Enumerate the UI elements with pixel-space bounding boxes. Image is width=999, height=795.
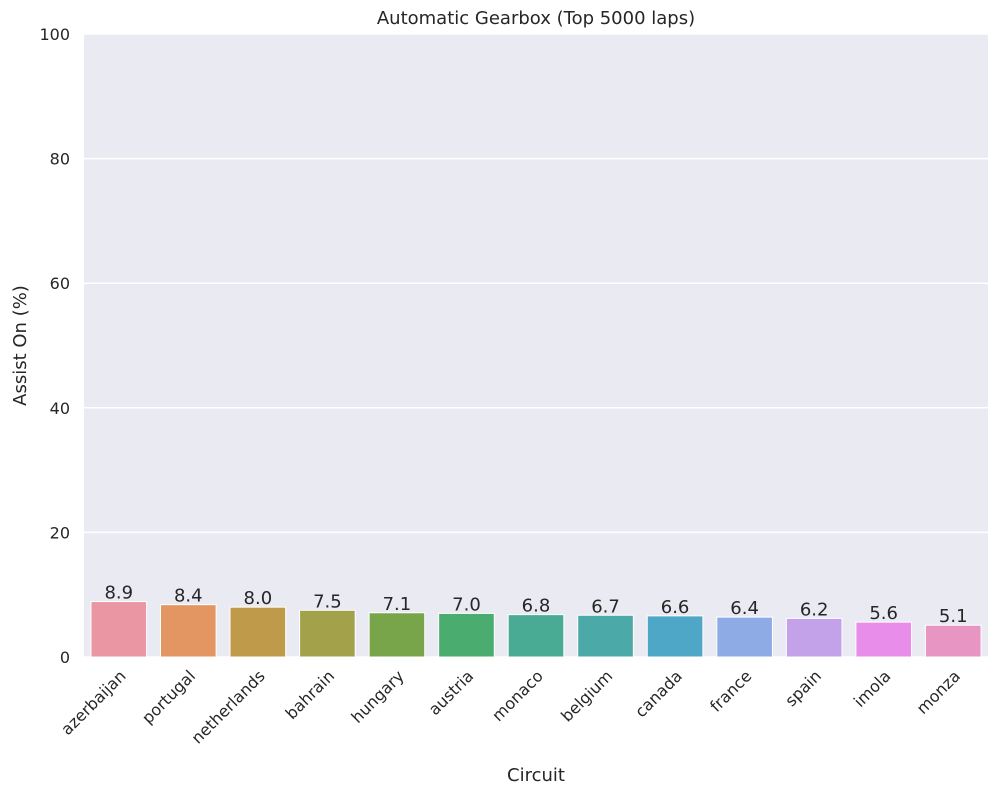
data-label-azerbaijan: 8.9 <box>104 583 133 604</box>
x-tick-label-bahrain: bahrain <box>282 666 339 723</box>
data-label-portugal: 8.4 <box>174 586 203 607</box>
bar-france <box>716 616 773 658</box>
bar-belgium <box>577 614 634 658</box>
data-label-imola: 5.6 <box>869 603 898 624</box>
bar-austria <box>438 612 495 658</box>
bar-hungary <box>368 612 426 658</box>
y-axis-title: Assist On (%) <box>10 285 31 406</box>
bar-bahrain <box>299 609 356 658</box>
y-tick-label: 60 <box>50 274 70 293</box>
bar-portugal <box>159 604 217 658</box>
data-label-canada: 6.6 <box>661 597 690 618</box>
x-tick-label-portugal: portugal <box>138 666 199 727</box>
data-label-hungary: 7.1 <box>383 594 412 615</box>
data-label-monza: 5.1 <box>939 606 968 627</box>
x-tick-label-spain: spain <box>781 666 825 710</box>
x-tick-label-imola: imola <box>850 666 895 711</box>
x-tick-label-hungary: hungary <box>347 666 407 726</box>
x-tick-label-azerbaijan: azerbaijan <box>57 666 129 738</box>
x-tick-label-canada: canada <box>631 666 686 721</box>
y-tick-label: 0 <box>60 648 70 667</box>
x-tick-label-monaco: monaco <box>488 666 547 725</box>
data-label-monaco: 6.8 <box>522 596 551 617</box>
bars <box>90 601 982 658</box>
x-tick-label-austria: austria <box>425 666 478 719</box>
x-tick-label-monza: monza <box>913 666 964 717</box>
data-label-austria: 7.0 <box>452 594 481 615</box>
data-labels: 8.9 8.4 8.0 7.5 7.1 7.0 6.8 6.7 6.6 6.4 6.2 5.6 5.1 <box>104 583 967 628</box>
bar-imola <box>855 621 913 658</box>
y-tick-label: 80 <box>50 150 70 169</box>
bar-monaco <box>507 614 565 658</box>
bar-canada <box>646 615 704 658</box>
y-tick-label: 40 <box>50 399 70 418</box>
data-label-belgium: 6.7 <box>591 596 620 617</box>
chart-title: Automatic Gearbox (Top 5000 laps) <box>377 8 695 29</box>
data-label-bahrain: 7.5 <box>313 591 342 612</box>
data-label-netherlands: 8.0 <box>244 588 273 609</box>
y-tick-label: 100 <box>39 25 70 44</box>
x-tick-label-france: france <box>706 666 755 715</box>
data-label-spain: 6.2 <box>800 599 829 620</box>
x-tick-label-belgium: belgium <box>557 666 616 725</box>
bar-azerbaijan <box>90 601 148 658</box>
data-label-france: 6.4 <box>730 598 759 619</box>
y-tick-label: 20 <box>50 523 70 542</box>
plot-area <box>84 34 988 657</box>
bar-netherlands <box>229 606 287 658</box>
bar-spain <box>785 617 843 658</box>
bar-monza <box>924 624 982 658</box>
x-tick-label-netherlands: netherlands <box>188 666 269 747</box>
y-tick-labels: 0 20 40 60 80 100 <box>39 25 70 667</box>
x-axis-title: Circuit <box>507 765 565 786</box>
